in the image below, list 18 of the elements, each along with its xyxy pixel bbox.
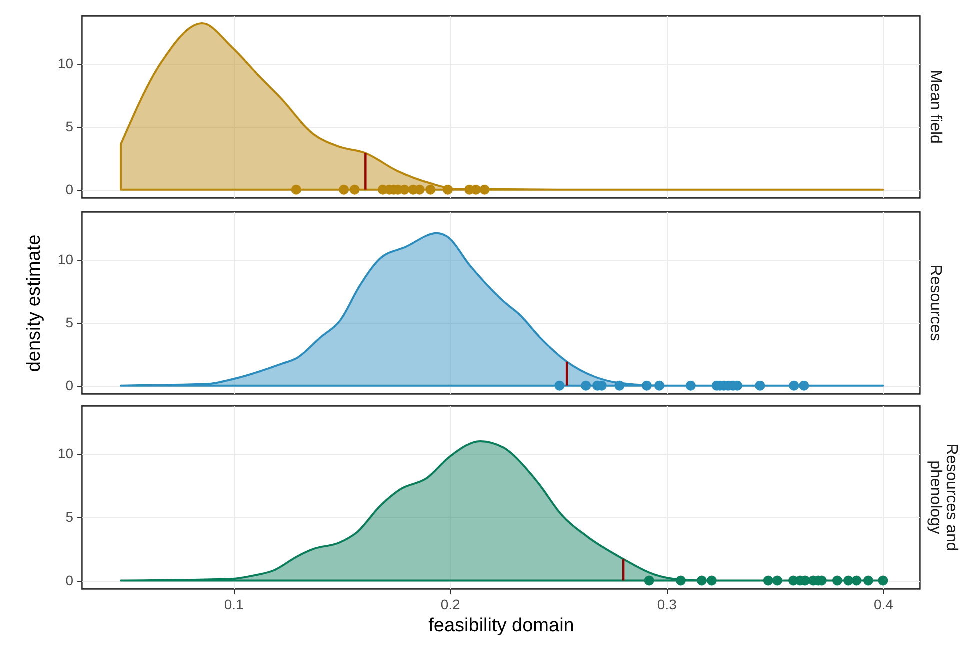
y-tick-label: 0 [66,572,74,588]
x-tick-label: 0.3 [657,596,678,612]
text: Resources [927,264,944,342]
y-tick-label: 5 [66,508,74,525]
x-axis-title: feasibility domain [428,616,574,636]
x-tick-label: 0.2 [440,596,461,612]
x-tick-label: 0.1 [224,596,244,612]
y-tick-label: 10 [58,251,74,268]
y-tick-label: 5 [66,314,74,330]
text: Mean field [927,70,944,144]
y-tick-label: 10 [58,55,74,72]
x-tick-label: 0.4 [874,596,894,612]
text: Resources and phenology [927,444,960,552]
y-tick-label: 0 [66,181,74,198]
y-tick-label: 10 [58,446,74,462]
y-tick-label: 0 [66,377,74,394]
y-tick-label: 5 [66,118,74,134]
y-axis-title: density estimate [24,234,45,372]
